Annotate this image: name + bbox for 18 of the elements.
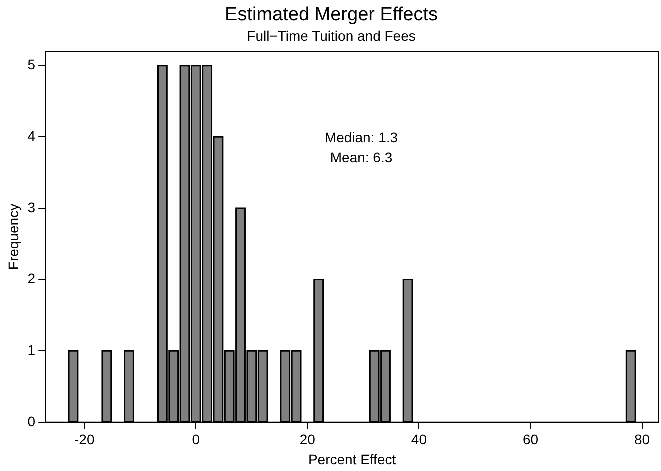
x-tick-label: 20 <box>300 432 316 448</box>
chart-subtitle: Full−Time Tuition and Fees <box>247 28 416 44</box>
y-tick-label: 3 <box>28 199 36 216</box>
x-tick-label: -20 <box>74 432 95 448</box>
y-tick-label: 5 <box>28 56 36 73</box>
x-tick-label: 60 <box>522 432 539 448</box>
y-tick-label: 4 <box>28 128 36 144</box>
chart-title: Estimated Merger Effects <box>225 4 438 26</box>
y-axis-title: Frequency <box>5 204 22 270</box>
y-tick-label: 1 <box>28 342 36 358</box>
x-axis-title: Percent Effect <box>308 451 396 468</box>
x-tick-label: 40 <box>411 432 428 448</box>
annotation: Mean: 6.3 <box>330 150 393 166</box>
x-tick-label: 0 <box>192 432 200 448</box>
y-tick-label: 0 <box>28 413 36 430</box>
x-tick-label: 80 <box>634 432 650 448</box>
y-tick-label: 2 <box>28 270 36 287</box>
annotation: Median: 1.3 <box>324 130 398 146</box>
